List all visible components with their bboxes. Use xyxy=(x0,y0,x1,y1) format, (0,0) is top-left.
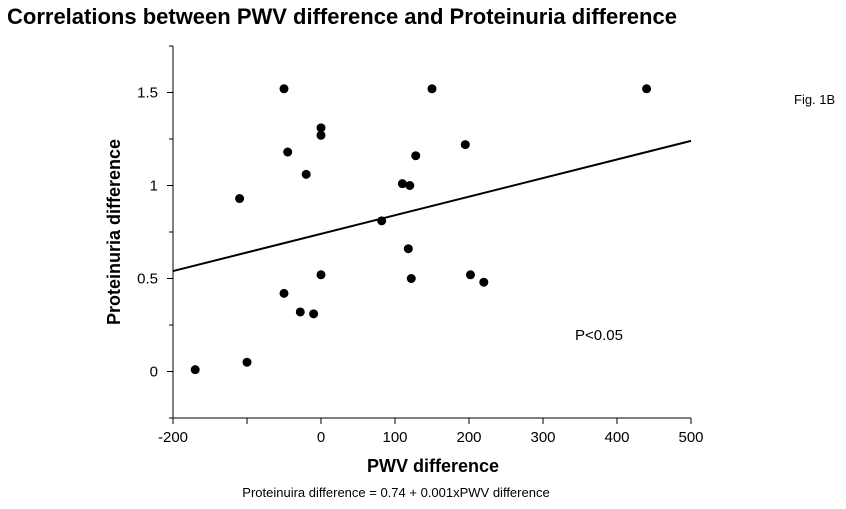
data-point xyxy=(403,244,413,254)
data-point xyxy=(190,365,200,375)
data-point xyxy=(309,309,319,319)
p-value-annotation: P<0.05 xyxy=(575,327,623,344)
data-point xyxy=(242,357,252,367)
y-ticks: 0 0.5 1 1.5 xyxy=(137,45,173,419)
y-tick-label: 0.5 xyxy=(137,271,158,288)
data-point xyxy=(316,130,326,140)
data-point xyxy=(279,84,289,94)
figure-label: Fig. 1B xyxy=(794,92,835,107)
data-point xyxy=(405,181,415,190)
x-tick-label: 400 xyxy=(604,429,629,446)
x-tick-label: 100 xyxy=(382,429,407,446)
data-point xyxy=(316,123,326,133)
data-point xyxy=(642,84,652,94)
data-point xyxy=(460,140,470,150)
data-point xyxy=(279,288,289,298)
chart-title: Correlations between PWV difference and … xyxy=(7,4,677,29)
data-point xyxy=(406,274,416,283)
data-point xyxy=(427,84,437,94)
y-tick-label: 1 xyxy=(150,178,158,195)
y-axis-label: Proteinuria difference xyxy=(104,139,124,325)
x-tick-label: 200 xyxy=(456,429,481,446)
data-point xyxy=(397,179,407,189)
plot-area: -200 0 100 200 300 400 500 0 0.5 1 1.5 xyxy=(137,45,704,446)
data-point xyxy=(465,270,475,280)
y-tick-label: 0 xyxy=(150,364,158,381)
data-point xyxy=(479,277,489,287)
x-ticks: -200 0 100 200 300 400 500 xyxy=(158,418,704,446)
x-tick-label: -200 xyxy=(158,429,188,446)
regression-equation: Proteinuira difference = 0.74 + 0.001xPW… xyxy=(242,485,549,500)
x-tick-label: 500 xyxy=(678,429,703,446)
data-point xyxy=(316,270,326,280)
data-points xyxy=(190,84,652,375)
x-tick-label: 0 xyxy=(317,429,325,446)
y-tick-label: 1.5 xyxy=(137,85,158,102)
data-point xyxy=(411,151,421,161)
x-axis-label: PWV difference xyxy=(367,456,499,476)
data-point xyxy=(283,147,293,157)
data-point xyxy=(301,169,311,179)
regression-line xyxy=(172,139,692,273)
data-point xyxy=(235,194,245,204)
data-point xyxy=(377,216,387,226)
data-point xyxy=(295,307,305,317)
x-tick-label: 300 xyxy=(530,429,555,446)
